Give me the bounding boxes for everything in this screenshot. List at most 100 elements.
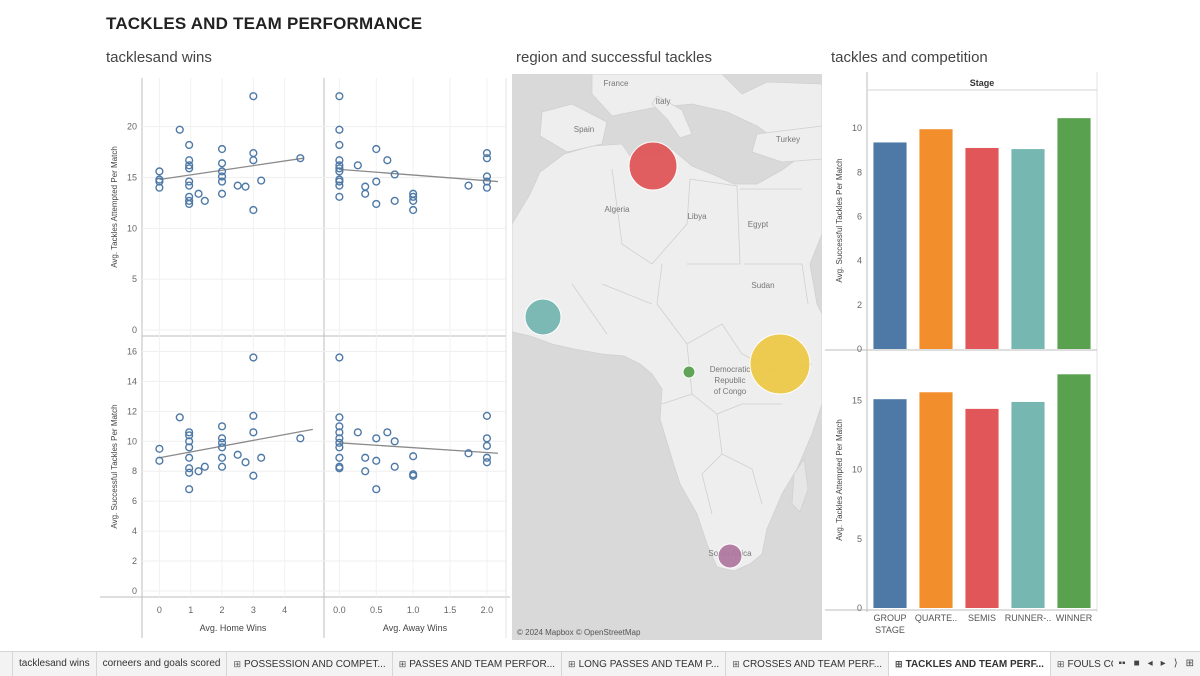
scatter-point[interactable] (195, 190, 202, 197)
scatter-point[interactable] (384, 157, 391, 164)
y-tick-label: 10 (127, 223, 137, 233)
y-tick-label: 8 (132, 466, 137, 476)
map-bubble[interactable] (683, 366, 695, 378)
map-bubble[interactable] (750, 334, 810, 394)
scatter-point[interactable] (258, 177, 265, 184)
bar[interactable] (1011, 149, 1044, 349)
sheet-tab-label: tacklesand wins (19, 658, 90, 669)
y-axis-title: Avg. Successful Tackles Per Match (110, 404, 119, 528)
map-label: Italy (656, 97, 671, 106)
bar[interactable] (873, 399, 906, 608)
scatter-point[interactable] (234, 182, 241, 189)
tab-nav-icon[interactable]: ▪▪ (1119, 652, 1126, 676)
y-tick-label: 0 (132, 325, 137, 335)
scatter-point[interactable] (186, 142, 193, 149)
sheet-tab-label: TACKLES AND TEAM PERF... (906, 659, 1044, 670)
sheet-tab-label: LONG PASSES AND TEAM P... (579, 659, 720, 670)
bar[interactable] (873, 142, 906, 349)
tab-nav-icon[interactable]: ⊞ (1186, 652, 1194, 676)
map-label: Democratic (710, 365, 750, 374)
bar-y-tick-label: 10 (852, 123, 862, 133)
y-tick-label: 6 (132, 496, 137, 506)
bar-y-tick-label: 0 (857, 603, 862, 613)
tab-nav-icon[interactable]: ⟩ (1174, 652, 1178, 676)
y-tick-label: 16 (127, 346, 137, 356)
africa-map[interactable]: FranceItalySpainTurkeyAlgeriaLibyaEgyptS… (512, 74, 822, 640)
sheet-tab-label: corneers and goals scored (103, 658, 221, 669)
x-tick-label: 3 (251, 605, 256, 615)
bar[interactable] (965, 148, 998, 349)
sheet-tab[interactable]: ⊞POSSESSION AND COMPET... (227, 652, 392, 676)
scatter-point[interactable] (391, 197, 398, 204)
bar-y-tick-label: 6 (857, 211, 862, 221)
scatter-point[interactable] (297, 435, 304, 442)
y-tick-label: 10 (127, 436, 137, 446)
bar[interactable] (965, 409, 998, 608)
sheet-tab[interactable]: ⊞LONG PASSES AND TEAM P... (562, 652, 726, 676)
scatter-point[interactable] (362, 454, 369, 461)
tab-nav-icon[interactable]: ■ (1134, 652, 1140, 676)
map-label: Egypt (748, 220, 769, 229)
scatter-point[interactable] (186, 486, 193, 493)
scatter-point[interactable] (186, 469, 193, 476)
scatter-point[interactable] (362, 190, 369, 197)
scatter-sheet-title: tacklesand wins (106, 49, 212, 66)
trend-line (159, 429, 312, 457)
y-axis-title: Avg. Tackles Attempted Per Match (110, 146, 119, 268)
bar-category-label: STAGE (875, 625, 905, 635)
sheet-tab[interactable]: ⊞TACKLES AND TEAM PERF... (889, 652, 1051, 676)
bar-category-label: QUARTE.. (915, 613, 957, 623)
x-tick-label: 0.5 (370, 605, 383, 615)
x-tick-label: 4 (282, 605, 287, 615)
scatter-point[interactable] (201, 463, 208, 470)
trend-line (339, 443, 498, 453)
scatter-point[interactable] (354, 429, 361, 436)
dashboard-icon: ⊞ (1057, 659, 1065, 669)
sheet-tab[interactable]: ⊞PASSES AND TEAM PERFOR... (393, 652, 562, 676)
scatter-point[interactable] (391, 463, 398, 470)
bar[interactable] (1011, 402, 1044, 608)
scatter-point[interactable] (354, 162, 361, 169)
y-tick-label: 20 (127, 122, 137, 132)
scatter-point[interactable] (384, 429, 391, 436)
map-bubble[interactable] (525, 299, 561, 335)
scatter-point[interactable] (234, 451, 241, 458)
scatter-point[interactable] (242, 459, 249, 466)
sheet-tab[interactable]: ⊞CROSSES AND TEAM PERF... (726, 652, 889, 676)
scatter-point[interactable] (258, 454, 265, 461)
map-attribution: © 2024 Mapbox © OpenStreetMap (517, 628, 641, 637)
bar[interactable] (1057, 118, 1090, 349)
y-tick-label: 2 (132, 556, 137, 566)
scatter-point[interactable] (201, 197, 208, 204)
map-bubble[interactable] (629, 142, 677, 190)
sheet-tab[interactable]: tacklesand wins (13, 652, 97, 676)
y-tick-label: 4 (132, 526, 137, 536)
dashboard-icon: ⊞ (233, 659, 241, 669)
bar[interactable] (1057, 374, 1090, 608)
map-bubble[interactable] (718, 544, 742, 568)
bar-category-label: GROUP (873, 613, 906, 623)
tab-nav-icon[interactable]: ▸ (1161, 652, 1166, 676)
scatter-point[interactable] (362, 183, 369, 190)
bar[interactable] (919, 129, 952, 349)
scatter-point[interactable] (186, 454, 193, 461)
y-tick-label: 14 (127, 376, 137, 386)
x-tick-label: 2.0 (481, 605, 494, 615)
y-tick-label: 5 (132, 274, 137, 284)
scatter-point[interactable] (465, 182, 472, 189)
bar-y-tick-label: 2 (857, 300, 862, 310)
x-axis-title: Avg. Home Wins (200, 623, 267, 633)
bar-y-tick-label: 10 (852, 465, 862, 475)
tab-nav-icon[interactable]: ◂ (1148, 652, 1153, 676)
bar[interactable] (919, 392, 952, 608)
bar-y-tick-label: 5 (857, 534, 862, 544)
sheet-tab[interactable] (0, 652, 13, 676)
map-label: of Congo (714, 387, 747, 396)
scatter-point[interactable] (176, 414, 183, 421)
scatter-point[interactable] (242, 183, 249, 190)
bar-category-label: WINNER (1056, 613, 1093, 623)
sheet-tab[interactable]: corneers and goals scored (97, 652, 228, 676)
scatter-point[interactable] (176, 126, 183, 133)
